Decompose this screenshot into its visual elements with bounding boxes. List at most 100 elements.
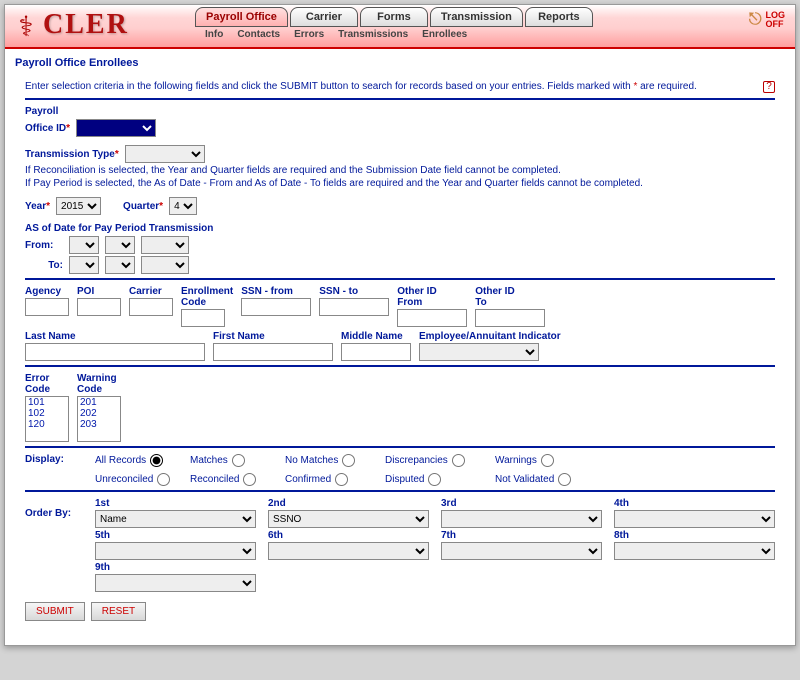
logoff-label: LOGOFF [766, 11, 786, 30]
radio-matches[interactable]: Matches [190, 454, 285, 467]
asof-title: AS of Date for Pay Period Transmission [25, 223, 775, 234]
ssn-to-input[interactable] [319, 298, 389, 316]
subtab-errors[interactable]: Errors [294, 29, 324, 40]
divider [25, 365, 775, 367]
first-name-input[interactable] [213, 343, 333, 361]
emp-ann-ind-select[interactable] [419, 343, 539, 361]
radio-all-records[interactable]: All Records [95, 454, 190, 467]
order-4-select[interactable] [614, 510, 775, 528]
subtab-contacts[interactable]: Contacts [237, 29, 280, 40]
order-3-select[interactable] [441, 510, 602, 528]
warning-code-listbox[interactable]: 201 202 203 [77, 396, 121, 442]
order-9-select[interactable] [95, 574, 256, 592]
logoff-button[interactable]: ⎋ LOGOFF [749, 11, 785, 30]
tab-transmission[interactable]: Transmission [430, 7, 523, 27]
emp-ann-ind-label: Employee/Annuitant Indicator [419, 331, 561, 342]
app-frame: ⚕ CLER Payroll Office Carrier Forms Tran… [4, 4, 796, 646]
other-id-to-label: Other ID To [475, 286, 545, 308]
tab-payroll-office[interactable]: Payroll Office [195, 7, 288, 27]
sub-tabs: Info Contacts Errors Transmissions Enrol… [195, 27, 595, 40]
office-id-select[interactable] [76, 119, 156, 137]
other-id-from-input[interactable] [397, 309, 467, 327]
order-8-select[interactable] [614, 542, 775, 560]
subtab-enrollees[interactable]: Enrollees [422, 29, 467, 40]
ssn-to-label: SSN - to [319, 286, 389, 297]
to-year-select[interactable] [141, 256, 189, 274]
radio-not-validated[interactable]: Not Validated [495, 473, 605, 486]
to-label: To: [25, 260, 63, 271]
subtab-transmissions[interactable]: Transmissions [338, 29, 408, 40]
year-select[interactable]: 2015 [56, 197, 101, 215]
header-bar: ⚕ CLER Payroll Office Carrier Forms Tran… [5, 5, 795, 49]
divider [25, 490, 775, 492]
instructions: Enter selection criteria in the followin… [25, 81, 775, 92]
to-day-select[interactable] [105, 256, 135, 274]
from-label: From: [25, 240, 63, 251]
order-by-label: Order By: [25, 498, 85, 519]
first-name-label: First Name [213, 331, 333, 342]
radio-reconciled[interactable]: Reconciled [190, 473, 285, 486]
transmission-type-select[interactable] [125, 145, 205, 163]
trans-note-1: If Reconciliation is selected, the Year … [25, 165, 775, 176]
order-2-select[interactable]: SSNO [268, 510, 429, 528]
order-5-select[interactable] [95, 542, 256, 560]
logo-text: CLER [43, 9, 129, 41]
tab-carrier[interactable]: Carrier [290, 7, 358, 27]
other-id-to-input[interactable] [475, 309, 545, 327]
from-month-select[interactable] [69, 236, 99, 254]
from-year-select[interactable] [141, 236, 189, 254]
enrollment-code-label: Enrollment Code [181, 286, 233, 308]
ssn-from-label: SSN - from [241, 286, 311, 297]
radio-no-matches[interactable]: No Matches [285, 454, 385, 467]
middle-name-label: Middle Name [341, 331, 411, 342]
filter-row-1: Agency POI Carrier Enrollment Code SSN -… [25, 286, 775, 327]
tab-forms[interactable]: Forms [360, 7, 428, 27]
subtab-info[interactable]: Info [205, 29, 223, 40]
middle-name-input[interactable] [341, 343, 411, 361]
order-grid: 1stName 2ndSSNO 3rd 4th 5th 6th 7th 8th … [95, 498, 775, 592]
to-month-select[interactable] [69, 256, 99, 274]
error-code-label: Error Code [25, 373, 69, 395]
last-name-input[interactable] [25, 343, 205, 361]
display-label: Display: [25, 454, 85, 465]
submit-button[interactable]: SUBMIT [25, 602, 85, 621]
quarter-select[interactable]: 4 [169, 197, 197, 215]
order-6-select[interactable] [268, 542, 429, 560]
enrollment-code-input[interactable] [181, 309, 225, 327]
error-code-listbox[interactable]: 101 102 120 [25, 396, 69, 442]
codes-row: Error Code 101 102 120 Warning Code 201 … [25, 373, 775, 442]
poi-input[interactable] [77, 298, 121, 316]
agency-input[interactable] [25, 298, 69, 316]
year-label: Year* [25, 201, 50, 212]
display-options: All Records Matches No Matches Discrepan… [95, 454, 605, 486]
divider [25, 278, 775, 280]
divider [25, 446, 775, 448]
main-tabs: Payroll Office Carrier Forms Transmissio… [195, 7, 595, 27]
reset-button[interactable]: RESET [91, 602, 146, 621]
caduceus-icon: ⚕ [11, 7, 41, 45]
radio-disputed[interactable]: Disputed [385, 473, 495, 486]
office-id-label: Office ID* [25, 123, 70, 134]
content: Payroll Office Enrollees ? Enter selecti… [5, 49, 795, 645]
carrier-input[interactable] [129, 298, 173, 316]
tab-reports[interactable]: Reports [525, 7, 593, 27]
carrier-label: Carrier [129, 286, 173, 297]
logoff-icon: ⎋ [749, 12, 762, 29]
radio-discrepancies[interactable]: Discrepancies [385, 454, 495, 467]
order-1-select[interactable]: Name [95, 510, 256, 528]
radio-warnings[interactable]: Warnings [495, 454, 605, 467]
quarter-label: Quarter* [123, 201, 163, 212]
divider [25, 98, 775, 100]
page-title: Payroll Office Enrollees [15, 57, 785, 69]
warning-code-label: Warning Code [77, 373, 121, 395]
from-day-select[interactable] [105, 236, 135, 254]
radio-confirmed[interactable]: Confirmed [285, 473, 385, 486]
ssn-from-input[interactable] [241, 298, 311, 316]
button-row: SUBMIT RESET [25, 602, 775, 621]
radio-unreconciled[interactable]: Unreconciled [95, 473, 190, 486]
agency-label: Agency [25, 286, 69, 297]
trans-note-2: If Pay Period is selected, the As of Dat… [25, 178, 775, 189]
help-icon[interactable]: ? [763, 81, 775, 93]
order-7-select[interactable] [441, 542, 602, 560]
filter-row-2: Last Name First Name Middle Name Employe… [25, 331, 775, 361]
